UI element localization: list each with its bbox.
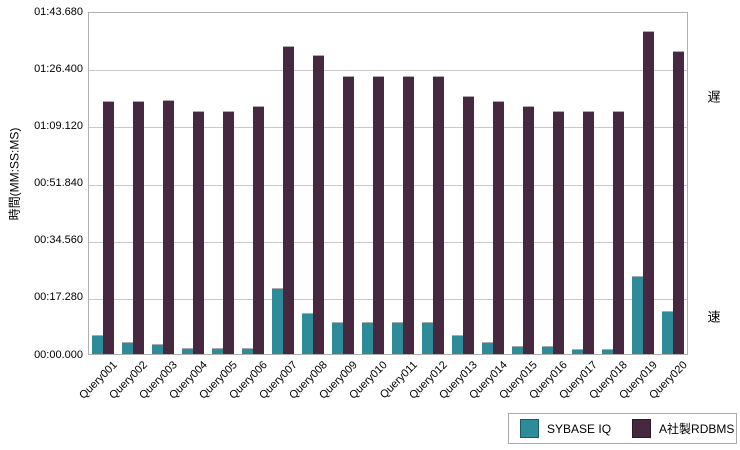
bar-sybase-iq xyxy=(512,346,523,354)
bar-a-rdbms xyxy=(613,111,624,354)
bar-sybase-iq xyxy=(362,321,373,354)
bar-a-rdbms xyxy=(583,111,594,354)
bar-a-rdbms xyxy=(493,100,504,354)
bar-sybase-iq xyxy=(182,347,193,354)
legend: SYBASE IQ A社製RDBMS xyxy=(508,413,737,444)
y-tick-label: 00:34.560 xyxy=(34,234,83,247)
bar-a-rdbms xyxy=(193,110,204,354)
bar-sybase-iq xyxy=(392,321,403,354)
gridline xyxy=(89,70,687,72)
bar-sybase-iq xyxy=(572,349,583,354)
y-tick-label: 01:09.120 xyxy=(34,119,83,132)
legend-swatch-sybase-iq xyxy=(520,419,539,438)
bar-sybase-iq xyxy=(632,275,643,354)
y-tick-label: 00:17.280 xyxy=(34,291,83,304)
bar-a-rdbms xyxy=(433,76,444,354)
y-tick-label: 01:43.680 xyxy=(34,5,83,18)
bar-sybase-iq xyxy=(452,334,463,354)
bar-sybase-iq xyxy=(542,346,553,354)
plot-area xyxy=(88,12,688,355)
y-tick-label: 00:00.000 xyxy=(34,348,83,361)
gridline xyxy=(89,241,687,243)
bar-sybase-iq xyxy=(602,349,613,354)
legend-swatch-a-rdbms xyxy=(632,419,652,438)
bar-a-rdbms xyxy=(673,51,684,354)
bar-sybase-iq xyxy=(302,313,313,354)
bar-sybase-iq xyxy=(332,321,343,354)
bar-a-rdbms xyxy=(553,111,564,354)
bar-a-rdbms xyxy=(103,100,114,354)
bar-a-rdbms xyxy=(133,100,144,354)
annotation-fast: 速 xyxy=(707,309,721,325)
bar-sybase-iq xyxy=(122,341,133,354)
legend-label-a-rdbms: A社製RDBMS xyxy=(659,422,735,436)
bar-a-rdbms xyxy=(643,31,654,354)
legend-label-sybase-iq: SYBASE IQ xyxy=(547,421,612,436)
bar-a-rdbms xyxy=(403,76,414,354)
y-axis-title: 時間(MM:SS:MS) xyxy=(7,127,22,221)
bar-sybase-iq xyxy=(212,347,223,354)
gridline xyxy=(89,298,687,300)
annotation-slow: 遅 xyxy=(707,89,721,105)
y-tick-label: 01:26.400 xyxy=(34,62,83,75)
bar-a-rdbms xyxy=(283,46,294,354)
bar-a-rdbms xyxy=(373,76,384,354)
bar-a-rdbms xyxy=(253,105,264,354)
bar-a-rdbms xyxy=(223,110,234,354)
bar-sybase-iq xyxy=(242,347,253,354)
bar-sybase-iq xyxy=(272,288,283,354)
bar-a-rdbms xyxy=(523,106,534,354)
bar-a-rdbms xyxy=(343,76,354,354)
bar-sybase-iq xyxy=(662,310,673,354)
gridline xyxy=(89,127,687,129)
bar-a-rdbms xyxy=(313,55,324,354)
y-tick-label: 00:51.840 xyxy=(34,177,83,189)
bar-sybase-iq xyxy=(152,344,163,354)
bar-a-rdbms xyxy=(463,96,474,354)
bar-sybase-iq xyxy=(422,321,433,354)
gridline xyxy=(89,184,687,186)
bar-sybase-iq xyxy=(482,341,493,354)
bar-a-rdbms xyxy=(163,100,174,354)
bar-sybase-iq xyxy=(92,335,103,354)
